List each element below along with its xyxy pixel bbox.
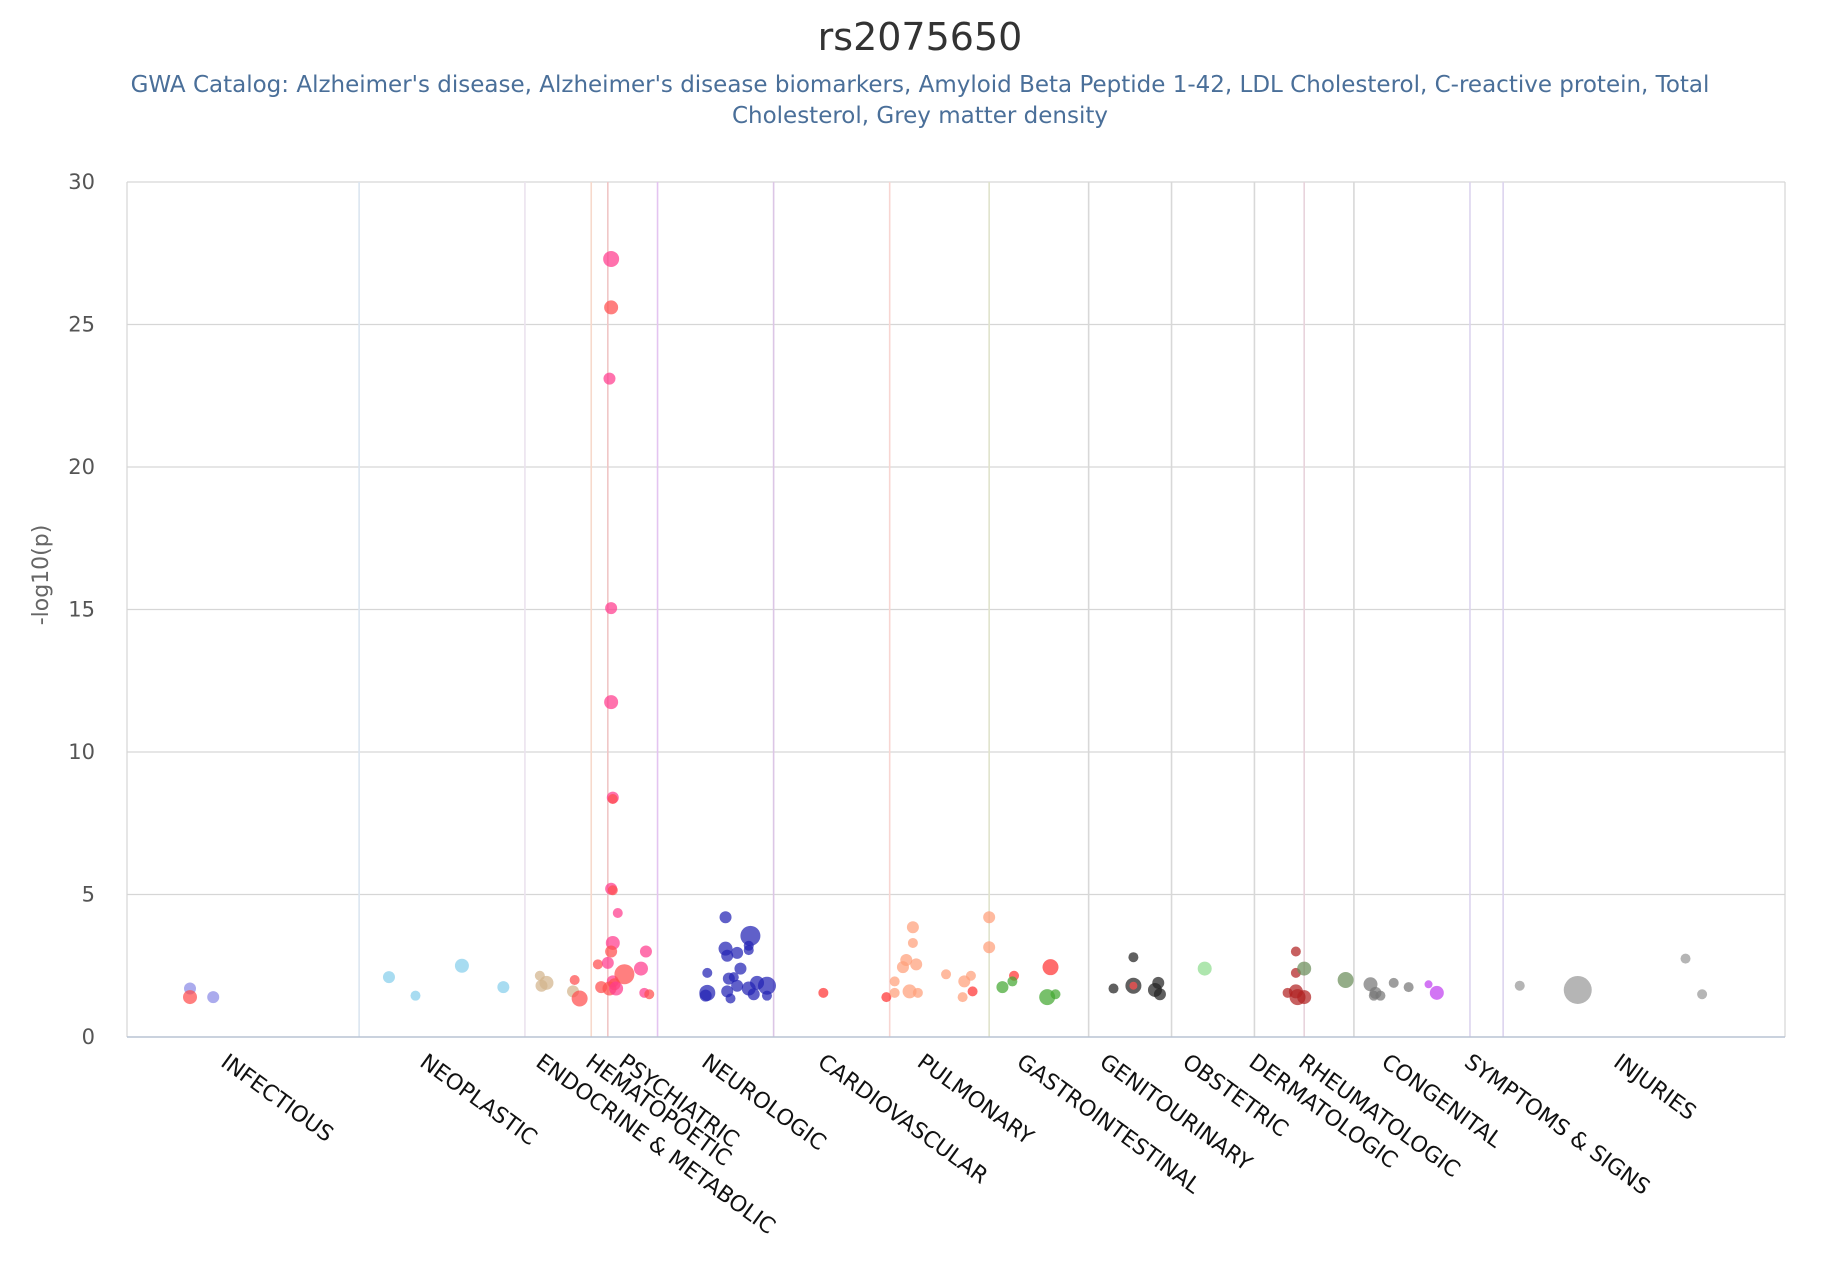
y-tick-label: 25 xyxy=(68,313,95,337)
data-point[interactable] xyxy=(747,988,760,1001)
data-point[interactable] xyxy=(592,959,603,970)
data-point[interactable] xyxy=(731,979,744,992)
data-point[interactable] xyxy=(1152,976,1165,989)
data-point[interactable] xyxy=(614,964,635,985)
data-point[interactable] xyxy=(912,987,923,998)
data-point[interactable] xyxy=(1197,961,1212,976)
data-point[interactable] xyxy=(1514,980,1525,991)
data-point[interactable] xyxy=(734,962,747,975)
data-point[interactable] xyxy=(900,954,913,967)
data-point[interactable] xyxy=(1563,975,1592,1004)
chart-subtitle-line-2: Cholesterol, Grey matter density xyxy=(732,103,1108,129)
data-point[interactable] xyxy=(410,990,421,1001)
data-point[interactable] xyxy=(605,602,618,615)
data-point[interactable] xyxy=(957,992,968,1003)
data-point[interactable] xyxy=(1108,983,1119,994)
data-point[interactable] xyxy=(907,937,918,948)
data-point[interactable] xyxy=(761,990,772,1001)
y-tick-label: 30 xyxy=(68,170,95,194)
data-point[interactable] xyxy=(719,911,732,924)
data-point[interactable] xyxy=(639,945,652,958)
x-tick-label: INFECTIOUS xyxy=(216,1050,338,1148)
data-point[interactable] xyxy=(1429,985,1444,1000)
data-point[interactable] xyxy=(889,987,900,998)
data-point[interactable] xyxy=(902,984,917,999)
y-axis-label: -log10(p) xyxy=(29,525,54,626)
data-point[interactable] xyxy=(967,986,978,997)
data-point[interactable] xyxy=(1424,980,1433,989)
data-point[interactable] xyxy=(604,300,619,315)
y-tick-label: 20 xyxy=(68,455,95,479)
data-point[interactable] xyxy=(1375,990,1386,1001)
data-point[interactable] xyxy=(818,987,829,998)
data-point[interactable] xyxy=(1290,946,1301,957)
data-point[interactable] xyxy=(910,958,923,971)
data-point[interactable] xyxy=(965,970,976,981)
data-point[interactable] xyxy=(569,975,580,985)
data-point[interactable] xyxy=(731,946,744,959)
data-point[interactable] xyxy=(603,250,620,267)
data-point[interactable] xyxy=(1297,961,1312,976)
data-point[interactable] xyxy=(207,991,220,1004)
data-point[interactable] xyxy=(725,993,736,1004)
data-point[interactable] xyxy=(983,911,996,924)
data-point[interactable] xyxy=(571,990,588,1007)
data-point[interactable] xyxy=(1128,952,1139,963)
point-layer xyxy=(183,250,1708,1007)
data-point[interactable] xyxy=(601,956,614,969)
data-point[interactable] xyxy=(1403,982,1414,993)
data-point[interactable] xyxy=(1129,981,1138,990)
data-point[interactable] xyxy=(702,967,713,978)
x-tick-label: CARDIOVASCULAR xyxy=(813,1050,992,1190)
y-tick-label: 10 xyxy=(68,740,95,764)
x-tick-label: INJURIES xyxy=(1609,1050,1701,1126)
data-point[interactable] xyxy=(382,971,395,984)
data-point[interactable] xyxy=(607,794,618,805)
data-point[interactable] xyxy=(699,989,712,1002)
data-point[interactable] xyxy=(1388,977,1399,988)
data-point[interactable] xyxy=(881,992,892,1003)
chart-subtitle-line-1: GWA Catalog: Alzheimer's disease, Alzhei… xyxy=(131,72,1710,98)
data-point[interactable] xyxy=(1050,989,1061,1000)
data-point[interactable] xyxy=(1680,953,1691,964)
data-point[interactable] xyxy=(604,695,619,710)
data-point[interactable] xyxy=(1007,976,1018,987)
divider-layer xyxy=(358,182,1504,1037)
data-point[interactable] xyxy=(183,990,198,1005)
data-point[interactable] xyxy=(906,921,919,934)
data-point[interactable] xyxy=(605,945,618,958)
data-point[interactable] xyxy=(1697,989,1708,1000)
data-point[interactable] xyxy=(497,981,510,994)
data-point[interactable] xyxy=(728,972,739,983)
data-point[interactable] xyxy=(1337,972,1354,988)
y-tick-label: 15 xyxy=(68,598,95,622)
data-point[interactable] xyxy=(644,989,655,1000)
data-point[interactable] xyxy=(609,981,624,996)
x-tick-label: NEOPLASTIC xyxy=(415,1050,541,1151)
data-point[interactable] xyxy=(757,976,776,995)
data-point[interactable] xyxy=(612,908,623,919)
data-point[interactable] xyxy=(743,945,754,956)
data-point[interactable] xyxy=(1297,990,1312,1005)
data-point[interactable] xyxy=(454,958,469,973)
data-point[interactable] xyxy=(889,976,900,987)
y-tick-label: 0 xyxy=(82,1025,95,1049)
data-point[interactable] xyxy=(721,949,734,962)
y-tick-label: 5 xyxy=(82,883,95,907)
data-point[interactable] xyxy=(607,885,618,896)
data-point[interactable] xyxy=(1042,959,1059,976)
data-point[interactable] xyxy=(983,941,996,954)
data-point[interactable] xyxy=(603,372,616,385)
data-point[interactable] xyxy=(740,925,761,946)
grid-layer xyxy=(126,181,1786,1037)
data-point[interactable] xyxy=(941,969,952,980)
data-point[interactable] xyxy=(996,981,1009,994)
chart-title: rs2075650 xyxy=(818,15,1023,59)
data-point[interactable] xyxy=(633,961,648,976)
data-point[interactable] xyxy=(1153,988,1166,1001)
data-point[interactable] xyxy=(534,970,545,981)
